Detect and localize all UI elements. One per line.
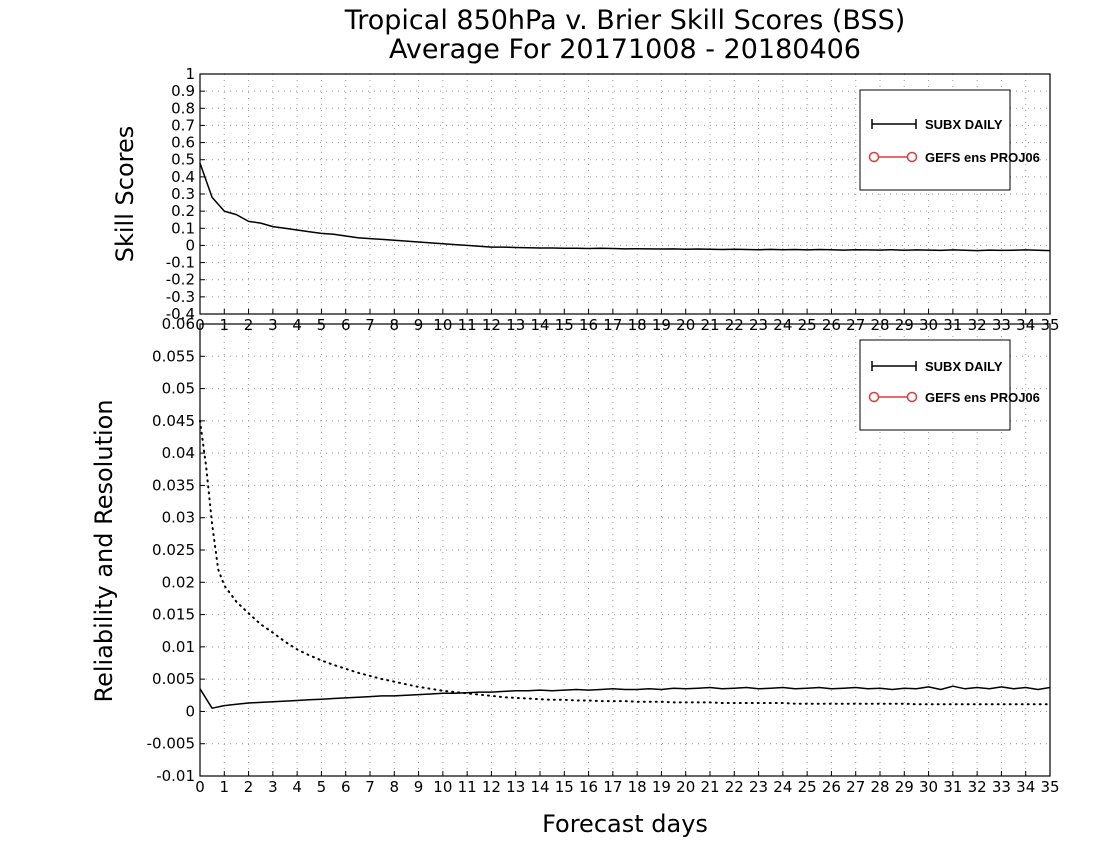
x-tick-label: 0 bbox=[195, 778, 205, 796]
y-tick-label: -0.2 bbox=[166, 271, 195, 289]
top-legend-circle-marker-icon bbox=[868, 151, 880, 163]
x-tick-label: 13 bbox=[506, 778, 525, 796]
y-tick-label: 1 bbox=[185, 65, 195, 83]
bottom-legend-circle-marker-icon bbox=[906, 391, 918, 403]
x-tick-label: 33 bbox=[992, 778, 1011, 796]
y-tick-label: 0.055 bbox=[152, 347, 195, 365]
y-tick-label: 0.045 bbox=[152, 412, 195, 430]
x-tick-label: 22 bbox=[725, 778, 744, 796]
x-tick-label: 4 bbox=[292, 778, 302, 796]
series-line-solid bbox=[199, 685, 1051, 709]
top-legend-label-gefs: GEFS ens PROJ06 bbox=[925, 150, 1040, 165]
series-line-dotted bbox=[199, 419, 1051, 706]
x-tick-label: 30 bbox=[919, 778, 938, 796]
x-tick-label: 27 bbox=[846, 778, 865, 796]
y-tick-label: 0.01 bbox=[162, 638, 195, 656]
x-tick-label: 11 bbox=[458, 778, 477, 796]
y-tick-label: 0.5 bbox=[171, 151, 195, 169]
y-tick-label: -0.3 bbox=[166, 288, 195, 306]
x-tick-label: 20 bbox=[676, 778, 695, 796]
y-tick-label: 0.05 bbox=[162, 380, 195, 398]
y-tick-label: 0.025 bbox=[152, 541, 195, 559]
y-tick-label: 0.7 bbox=[171, 116, 195, 134]
y-tick-label: 0.02 bbox=[162, 573, 195, 591]
top-y-axis-label: Skill Scores bbox=[111, 126, 139, 263]
skill-score-panel: 10.90.80.70.60.50.40.30.20.10-0.1-0.2-0.… bbox=[111, 65, 1060, 334]
bottom-legend-label-gefs: GEFS ens PROJ06 bbox=[925, 390, 1040, 405]
y-tick-label: 0.035 bbox=[152, 476, 195, 494]
figure-title-line1: Tropical 850hPa v. Brier Skill Scores (B… bbox=[344, 5, 906, 36]
bottom-x-ticks: 0 1 2 3 4 5 6 7 8 9 10 11 12 13 14 15 16 17 18 19 20 21 22 23 24… bbox=[195, 771, 1060, 796]
x-tick-label: 18 bbox=[628, 778, 647, 796]
x-tick-label: 15 bbox=[555, 778, 574, 796]
x-tick-label: 8 bbox=[390, 778, 400, 796]
x-axis-label: Forecast days bbox=[542, 810, 708, 838]
y-tick-label: 0.005 bbox=[152, 670, 195, 688]
top-legend: SUBX DAILY GEFS ens PROJ06 bbox=[859, 89, 1040, 191]
y-tick-label: 0.9 bbox=[171, 82, 195, 100]
bottom-legend-plus-marker-icon bbox=[871, 361, 917, 371]
x-tick-label: 10 bbox=[433, 778, 452, 796]
reliability-resolution-panel: 0.060.0550.050.0450.040.0350.030.0250.02… bbox=[90, 315, 1060, 796]
bottom-legend: SUBX DAILY GEFS ens PROJ06 bbox=[859, 339, 1040, 431]
bottom-legend-label-subx: SUBX DAILY bbox=[925, 359, 1003, 374]
y-tick-label: -0.4 bbox=[166, 305, 195, 323]
x-tick-label: 23 bbox=[749, 778, 768, 796]
x-tick-label: 9 bbox=[414, 778, 424, 796]
y-tick-label: 0.04 bbox=[162, 444, 195, 462]
top-legend-plus-marker-icon bbox=[871, 119, 917, 129]
x-tick-label: 35 bbox=[1040, 778, 1059, 796]
bottom-legend-circle-marker-icon bbox=[868, 391, 880, 403]
y-tick-label: 0.06 bbox=[162, 315, 195, 333]
bottom-y-ticks: 0.06 0.055 0.05 0.045 0.04 0.035 0.03 0.025 0.02… bbox=[147, 315, 205, 785]
y-tick-label: 0 bbox=[185, 236, 195, 254]
x-tick-label: 5 bbox=[317, 778, 327, 796]
top-series-group bbox=[199, 162, 1051, 252]
x-tick-label: 29 bbox=[895, 778, 914, 796]
x-tick-label: 12 bbox=[482, 778, 501, 796]
x-tick-label: 34 bbox=[1016, 778, 1035, 796]
y-tick-label: 0.8 bbox=[171, 99, 195, 117]
x-tick-label: 21 bbox=[700, 778, 719, 796]
x-tick-label: 3 bbox=[268, 778, 278, 796]
y-tick-label: -0.1 bbox=[166, 254, 195, 272]
series-line-solid bbox=[199, 162, 1051, 252]
top-legend-box bbox=[859, 89, 1011, 191]
x-tick-label: 26 bbox=[822, 778, 841, 796]
y-tick-label: 0.03 bbox=[162, 509, 195, 527]
bottom-series-group bbox=[199, 419, 1051, 709]
y-tick-label: 0.1 bbox=[171, 219, 195, 237]
x-tick-label: 28 bbox=[870, 778, 889, 796]
x-tick-label: 7 bbox=[365, 778, 375, 796]
x-tick-label: 6 bbox=[341, 778, 351, 796]
figure-title-line2: Average For 20171008 - 20180406 bbox=[389, 34, 861, 65]
bottom-legend-box bbox=[859, 339, 1011, 431]
x-tick-label: 14 bbox=[530, 778, 549, 796]
x-tick-label: 19 bbox=[652, 778, 671, 796]
y-tick-label: 0 bbox=[185, 702, 195, 720]
y-tick-label: 0.4 bbox=[171, 168, 195, 186]
x-tick-label: 24 bbox=[773, 778, 792, 796]
y-tick-label: 0.2 bbox=[171, 202, 195, 220]
x-tick-label: 2 bbox=[244, 778, 254, 796]
x-tick-label: 16 bbox=[579, 778, 598, 796]
x-tick-label: 1 bbox=[220, 778, 230, 796]
top-x-ticks: 0 1 2 3 4 5 6 7 8 9 10 11 12 13 14 15 16 17 18 19 20 21 22 23 24… bbox=[195, 309, 1060, 334]
y-tick-label: -0.01 bbox=[156, 767, 195, 785]
bottom-y-axis-label: Reliability and Resolution bbox=[90, 399, 118, 702]
top-legend-label-subx: SUBX DAILY bbox=[925, 117, 1003, 132]
top-y-ticks: 10.90.80.70.60.50.40.30.20.10-0.1-0.2-0.… bbox=[166, 65, 205, 323]
y-tick-label: 0.3 bbox=[171, 185, 195, 203]
y-tick-label: -0.005 bbox=[147, 735, 195, 753]
top-legend-circle-marker-icon bbox=[906, 151, 918, 163]
x-tick-label: 25 bbox=[798, 778, 817, 796]
y-tick-label: 0.6 bbox=[171, 134, 195, 152]
x-tick-label: 17 bbox=[603, 778, 622, 796]
y-tick-label: 0.015 bbox=[152, 606, 195, 624]
x-tick-label: 31 bbox=[943, 778, 962, 796]
x-tick-label: 32 bbox=[968, 778, 987, 796]
